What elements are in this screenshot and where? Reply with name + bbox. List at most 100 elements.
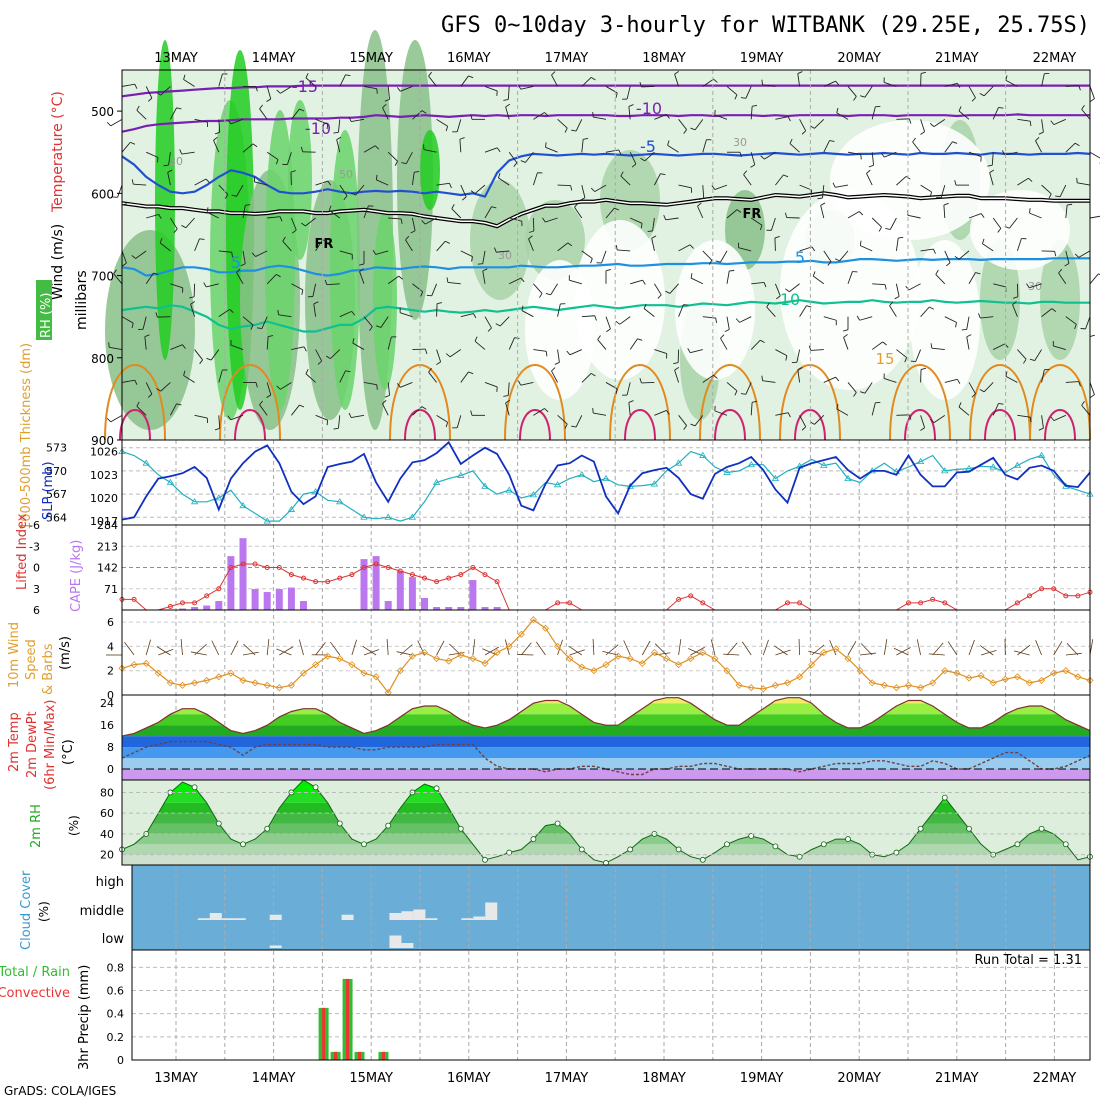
isotherm-label: 15 <box>875 350 894 368</box>
rh-point <box>313 785 318 790</box>
rh-point <box>1039 826 1044 831</box>
rh-point <box>386 823 391 828</box>
wind-barb-flag <box>546 142 547 147</box>
isotherm-label: -15 <box>292 77 318 96</box>
cloud-middle-bar <box>473 917 485 921</box>
rh-point <box>216 821 221 826</box>
wind-barb-flag <box>1090 395 1094 398</box>
rh-contour-label: 30 <box>1028 280 1042 293</box>
rh-point <box>241 842 246 847</box>
date-label-bottom: 13MAY <box>154 1071 198 1086</box>
y-axis-label-thickness: 1000-500mb Thickness (dm) <box>19 343 34 530</box>
wind-barb-flag <box>327 420 328 425</box>
wind-barb <box>1090 274 1098 284</box>
y-axis-label-temp-0: 2m Temp <box>7 712 22 772</box>
y-tick-label-rh: 40 <box>100 828 114 841</box>
y-axis-label-precip: 3hr Precip (mm) <box>77 965 92 1070</box>
date-label-bottom: 20MAY <box>837 1071 881 1086</box>
y-tick-label: 800 <box>91 352 114 366</box>
wind-barb <box>1090 152 1100 159</box>
date-label-top: 22MAY <box>1033 51 1077 66</box>
rh-point <box>337 821 342 826</box>
wind-barb-flag <box>1030 208 1031 213</box>
temp-band <box>122 769 1090 780</box>
page-title: GFS 0~10day 3-hourly for WITBANK (29.25E… <box>441 13 1090 38</box>
y-tick-label-precip: 0.2 <box>107 1031 125 1044</box>
freezing-level-label: FR <box>315 237 334 252</box>
rh-point <box>531 837 536 842</box>
isotherm-label: 10 <box>780 290 800 309</box>
y-tick-label-li: -3 <box>29 540 40 553</box>
y-tick-label-rh: 60 <box>100 807 114 820</box>
y-axis-label-cloud: Cloud Cover <box>19 870 34 950</box>
y-tick-label: 500 <box>91 105 114 119</box>
rh-point <box>676 847 681 852</box>
y-tick-label-precip: 0.6 <box>107 985 125 998</box>
rh-point <box>918 826 923 831</box>
y-tick-label: 600 <box>91 187 114 201</box>
run-total-annotation: Run Total = 1.31 <box>974 953 1082 968</box>
rh-dry-region <box>525 260 595 400</box>
y-tick-label-li: 3 <box>33 583 40 596</box>
y-axis-unit-rh2m: (%) <box>67 815 81 836</box>
y-tick-label: 700 <box>91 270 114 284</box>
rh-point <box>1015 842 1020 847</box>
rh-point <box>555 821 560 826</box>
wind-barb <box>1090 382 1094 394</box>
precip-convective-bar <box>382 1052 385 1060</box>
date-label-bottom: 18MAY <box>642 1071 686 1086</box>
y-tick-label-cape: 142 <box>97 562 118 575</box>
cape-bar <box>385 601 392 610</box>
date-label-bottom: 15MAY <box>349 1071 393 1086</box>
date-label-top: 21MAY <box>935 51 979 66</box>
y-tick-label-slp: 1023 <box>90 469 118 482</box>
date-label-bottom: 22MAY <box>1033 1071 1077 1086</box>
date-label-top: 13MAY <box>154 51 198 66</box>
y-tick-label-temp: 16 <box>100 719 114 732</box>
date-label-top: 19MAY <box>740 51 784 66</box>
precip-convective-bar <box>358 1052 361 1060</box>
cloud-category-label: middle <box>80 904 124 919</box>
panel-precip-bg <box>132 950 1090 1060</box>
rh-point <box>628 847 633 852</box>
date-label-bottom: 16MAY <box>447 1071 491 1086</box>
y-tick-label-li: -6 <box>29 519 40 532</box>
cloud-middle-bar <box>342 915 354 920</box>
precip-convective-bar <box>334 1052 337 1060</box>
y-axis-label-rh: RH (%) <box>39 293 54 338</box>
rh-point <box>362 842 367 847</box>
cape-bar <box>421 598 428 610</box>
date-label-top: 20MAY <box>837 51 881 66</box>
temp-band <box>122 736 1090 747</box>
cape-bar <box>276 589 283 610</box>
rh-point <box>846 837 851 842</box>
y-tick-label-temp: 8 <box>107 741 114 754</box>
wind-barb-flag <box>683 305 688 306</box>
y-tick-label-temp: 0 <box>107 763 114 776</box>
temp-band <box>122 725 1090 736</box>
cape-bar <box>300 601 307 610</box>
rh-point <box>579 847 584 852</box>
date-label-bottom: 19MAY <box>740 1071 784 1086</box>
y-tick-label-li: 6 <box>33 604 40 617</box>
precip-convective-bar <box>322 1008 325 1060</box>
wind-barb <box>1090 86 1094 98</box>
y-axis-label-wind-3: (m/s) <box>58 636 73 670</box>
surface-wind-barb <box>517 654 533 655</box>
cloud-low-bar <box>389 936 401 949</box>
y-tick-label-slp: 1026 <box>90 446 118 459</box>
rh-shade-region <box>105 230 195 430</box>
date-label-bottom: 17MAY <box>545 1071 589 1086</box>
cloud-middle-bar <box>425 918 437 920</box>
rh-point <box>773 844 778 849</box>
credit-label: GrADS: COLA/IGES <box>4 1084 116 1098</box>
y-tick-label-wind: 4 <box>107 640 114 653</box>
legend-convective: Convective <box>0 986 70 1001</box>
y-axis-label-temp-3: (°C) <box>61 739 76 765</box>
cape-bar <box>397 571 404 610</box>
cape-bar <box>203 606 210 610</box>
wind-barb-flag <box>107 122 111 126</box>
cloud-middle-bar <box>222 918 234 920</box>
y-tick-label-cape: 71 <box>104 583 118 596</box>
wind-barb-flag <box>327 124 328 129</box>
